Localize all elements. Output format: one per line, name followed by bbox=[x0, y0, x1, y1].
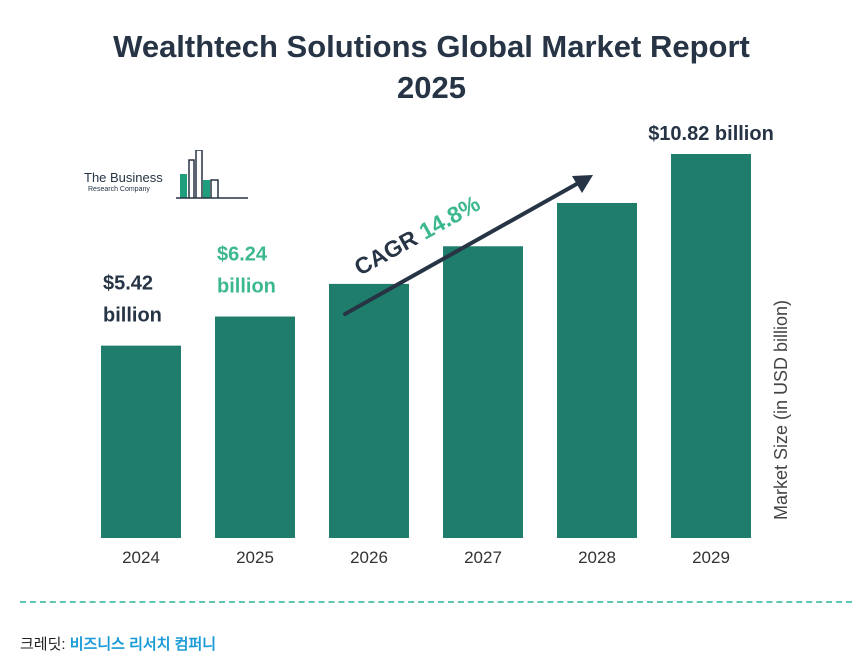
cagr-arrow-head bbox=[572, 175, 593, 193]
x-tick-2025: 2025 bbox=[236, 548, 274, 567]
bar-2024 bbox=[101, 345, 181, 538]
cagr-arrow-line bbox=[343, 179, 584, 316]
value-label-2024: $5.42 bbox=[103, 273, 153, 295]
footer-divider bbox=[20, 601, 852, 603]
bar-2029 bbox=[671, 154, 751, 538]
credit-prefix: 크레딧: bbox=[20, 636, 70, 653]
x-tick-2027: 2027 bbox=[464, 548, 502, 567]
chart-title-line2: 2025 bbox=[397, 70, 466, 105]
value-label-2025: $6.24 bbox=[217, 244, 268, 266]
logo-text-line1: The Business bbox=[84, 170, 163, 185]
chart-title-line1: Wealthtech Solutions Global Market Repor… bbox=[113, 29, 750, 64]
bar-2026 bbox=[329, 283, 409, 538]
market-bar-chart: 2024 2025 2026 2027 2028 2029 $5.42 billion $6.2… bbox=[101, 123, 791, 567]
footer-credit: 크레딧: 비즈니스 리서치 컴퍼니 bbox=[20, 633, 216, 654]
x-tick-2026: 2026 bbox=[350, 548, 388, 567]
bar-2027 bbox=[443, 246, 523, 539]
company-logo: The Business Research Company bbox=[84, 150, 254, 202]
logo-buildings-icon bbox=[176, 150, 248, 199]
x-tick-2028: 2028 bbox=[578, 548, 616, 567]
cagr-label-text: CAGR bbox=[350, 222, 427, 281]
bar-2028 bbox=[557, 202, 637, 539]
x-tick-2029: 2029 bbox=[692, 548, 730, 567]
cagr-value: 14.8% bbox=[415, 190, 485, 244]
credit-link[interactable]: 비즈니스 리서치 컴퍼니 bbox=[69, 636, 217, 653]
logo-text-line2: Research Company bbox=[88, 186, 150, 193]
y-axis-label: Market Size (in USD billion) bbox=[771, 300, 791, 520]
value-label-2029: $10.82 billion bbox=[648, 123, 774, 145]
value-unit-2024: billion bbox=[103, 305, 162, 327]
x-tick-2024: 2024 bbox=[122, 548, 160, 567]
bar-2025 bbox=[215, 316, 295, 538]
value-unit-2025: billion bbox=[217, 276, 276, 298]
chart-title: Wealthtech Solutions Global Market Repor… bbox=[0, 26, 863, 108]
